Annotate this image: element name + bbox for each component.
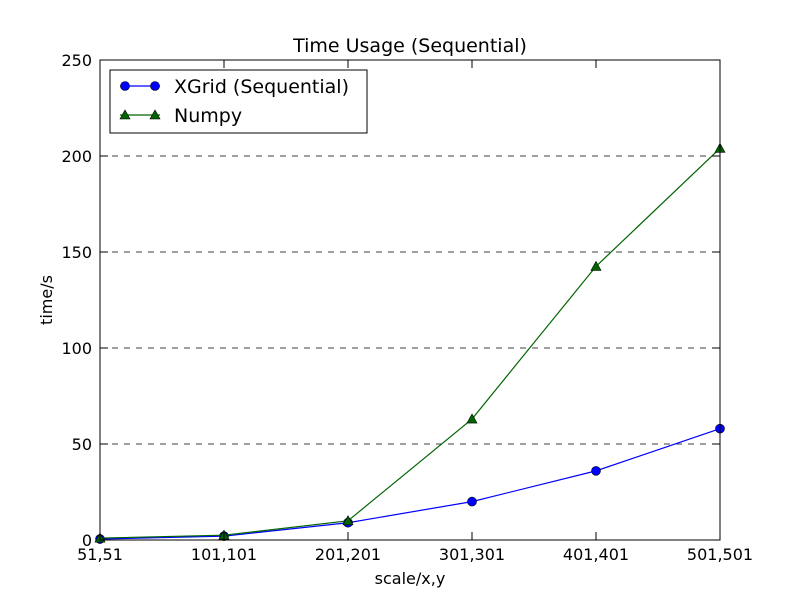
legend-box [109,69,368,134]
axis-ticks: 0 50 100 150 200 250 51,51 101,101 201,201 301,30… [61,51,753,564]
data-point-circle [467,496,477,507]
y-tick-label: 200 [61,147,92,166]
data-point-triangle [342,515,354,526]
y-axis-label: time/s [37,275,56,325]
legend-label: XGrid (Sequential) [174,76,349,98]
legend-marker [149,109,161,120]
grid-lines [100,155,720,445]
plot-frame [99,59,721,541]
y-tick-label: 100 [61,339,92,358]
y-tick-label: 150 [61,243,92,262]
series-line [99,147,721,539]
x-tick-label: 401,401 [563,545,629,564]
legend: XGrid (Sequential) Numpy [109,69,368,134]
x-tick-label: 201,201 [315,545,381,564]
x-tick-label: 101,101 [191,545,257,564]
legend-marker [119,109,131,120]
x-tick-label: 501,501 [687,545,753,564]
x-tick-label: 301,301 [439,545,505,564]
y-tick-label: 0 [82,531,92,550]
data-point-triangle [590,260,602,271]
data-point-triangle [466,413,478,424]
y-tick-label: 250 [61,51,92,70]
legend-marker [150,81,160,91]
y-tick-label: 50 [72,435,92,454]
data-point-circle [591,466,601,476]
chart-title: Time Usage (Sequential) [292,35,527,57]
series-line [99,428,721,540]
legend-marker [120,81,130,91]
x-tick-label: 51,51 [77,545,123,564]
x-axis-label: scale/x,y [375,569,446,588]
legend-label: Numpy [174,105,242,127]
